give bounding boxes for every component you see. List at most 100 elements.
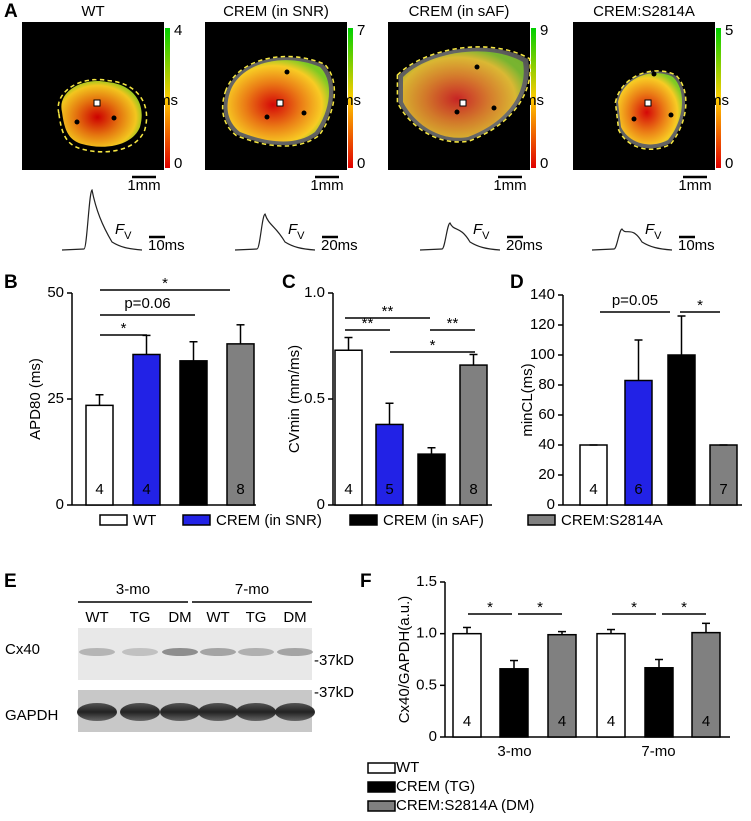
trace-label-letter: F [288,221,298,238]
y-tick-label: 140 [530,286,555,303]
trace-label-subscript: V [124,230,132,242]
group-label: 3-mo [116,581,150,598]
scale-bar-label: 1mm [678,177,711,194]
y-tick-label: 60 [538,406,555,423]
n-label: 5 [427,481,435,498]
colorbar-unit: ms [709,92,729,109]
trace-label-subscript: V [297,230,305,242]
bar [579,444,608,506]
significance-label: ** [362,315,374,332]
y-axis-label: APD80 (ms) [27,358,44,440]
significance-label: p=0.06 [124,295,170,312]
trace-label: FV [473,221,490,242]
outline [396,46,531,143]
y-tick-label: 0 [429,728,437,745]
outline [221,55,336,147]
bar [691,631,721,738]
legend-swatch [349,514,378,526]
decoration [236,703,276,721]
panel-label: D [510,272,524,293]
y-tick-label: 50 [47,284,64,301]
x-tick-label: 7-mo [641,743,675,760]
y-tick-label: 1.0 [304,284,325,301]
marker-label: -37kD [314,684,354,701]
electrode-dot [284,69,290,75]
significance-label: p=0.05 [612,292,658,309]
decoration [419,222,501,251]
legend-swatch [182,514,211,526]
significance-label: * [430,337,436,354]
n-label: 4 [344,481,352,498]
n-label: 4 [510,713,518,730]
lane-label: DM [168,609,191,626]
decoration [79,648,115,656]
y-tick-label: 1.0 [416,625,437,642]
colorbar [165,28,170,168]
row-label: Cx40 [5,641,40,658]
legend-label: CREM:S2814A (DM) [396,797,534,814]
significance-label: * [537,599,543,616]
legend-swatch [527,514,556,526]
colorbar-min: 0 [540,155,548,172]
colorbar [716,28,721,168]
colorbar-unit: ms [158,92,178,109]
outline [57,78,148,153]
marker [93,99,101,107]
map-title: CREM (in SNR) [223,3,329,20]
y-tick-label: 0 [56,496,64,513]
significance-label: * [121,320,127,337]
colorbar-min: 0 [725,155,733,172]
trace-label-subscript: V [654,230,662,242]
trace-label-subscript: V [482,230,490,242]
significance-label: * [631,599,637,616]
activation-area [403,51,524,138]
bar [85,404,114,506]
electrode-dot [301,110,307,116]
colorbar [531,28,536,168]
n-label: 6 [677,481,685,498]
lane-label: TG [246,609,267,626]
bar [375,423,404,506]
map-title: CREM:S2814A [593,3,695,20]
colorbar [348,28,353,168]
legend-label: WT [133,512,156,529]
significance-label: * [487,599,493,616]
n-label: 4 [558,713,566,730]
decoration [198,703,238,721]
panel-label: E [4,571,17,592]
electrode-dot [74,119,80,125]
marker [644,99,652,107]
x-tick-label: 3-mo [497,743,531,760]
trace-label-letter: F [473,221,483,238]
panel-label: F [360,571,372,592]
map-title: WT [81,3,104,20]
trace-scale-label: 10ms [678,237,715,254]
decoration [162,648,198,656]
electrode-dot [474,64,480,70]
bar [132,353,161,506]
bar [334,349,363,506]
n-label: 4 [142,481,150,498]
electrode-dot [111,115,117,121]
map-title: CREM (in sAF) [409,3,510,20]
bar [452,632,482,738]
colorbar-max: 4 [174,22,182,39]
electrode-dot [631,116,637,122]
activation-area [61,81,142,147]
legend-swatch [367,800,396,812]
row-label: GAPDH [5,707,58,724]
electrode-dot [264,114,270,120]
colorbar-unit: ms [341,92,361,109]
scale-bar-label: 1mm [127,177,160,194]
lane-label: WT [85,609,108,626]
significance-label: * [162,275,168,292]
y-tick-label: 100 [530,346,555,363]
legend-swatch [99,514,128,526]
n-label: 8 [469,481,477,498]
bar [667,354,696,506]
n-label: 8 [236,481,244,498]
colorbar-max: 5 [725,22,733,39]
trace-label: FV [645,221,662,242]
decoration [77,703,117,721]
y-tick-label: 25 [47,390,64,407]
